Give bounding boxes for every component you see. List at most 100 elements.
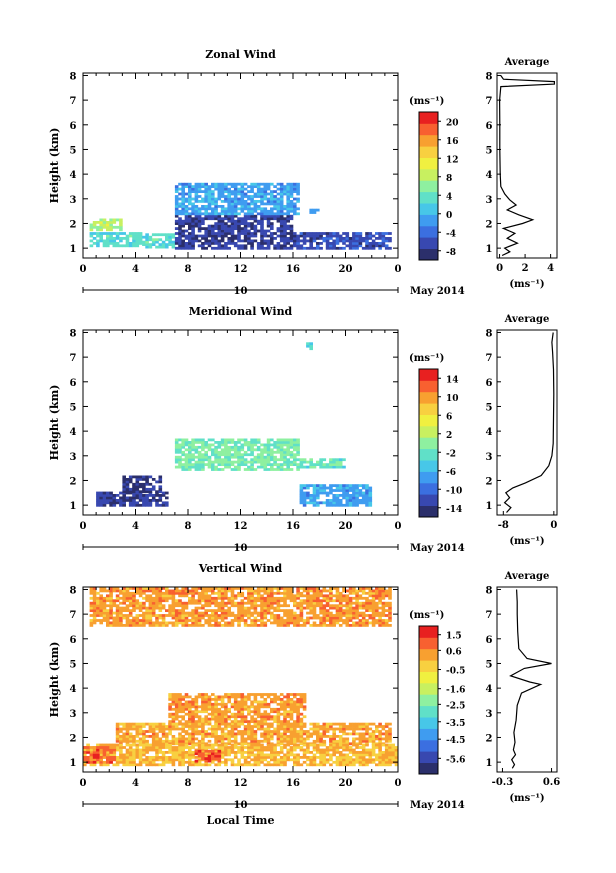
- heatmap-cell: [243, 202, 248, 206]
- heatmap-cell: [119, 611, 123, 615]
- heatmap-cell: [201, 720, 205, 723]
- heatmap-cell: [207, 205, 212, 208]
- heatmap-cell: [194, 207, 199, 211]
- heatmap-cell: [329, 246, 333, 250]
- colorbar-tick-label: 4: [446, 192, 452, 202]
- heatmap-cell: [348, 591, 353, 595]
- heatmap-cell: [286, 192, 290, 196]
- heatmap-cell: [233, 720, 238, 723]
- heatmap-cell: [168, 238, 172, 242]
- heatmap-cell: [250, 732, 254, 736]
- heatmap-cell: [227, 698, 231, 701]
- heatmap-cell: [128, 611, 133, 615]
- heatmap-cell: [135, 234, 140, 238]
- heatmap-cell: [253, 725, 258, 728]
- heatmap-cell: [365, 232, 369, 235]
- heatmap-cell: [279, 760, 284, 764]
- heatmap-cell: [240, 735, 245, 738]
- heatmap-cell: [191, 730, 195, 733]
- heatmap-cell: [352, 491, 356, 495]
- heatmap-cell: [338, 616, 343, 620]
- heatmap-cell: [148, 487, 153, 491]
- heatmap-cell: [388, 616, 392, 620]
- heatmap-cell: [289, 438, 294, 442]
- heatmap-cell: [174, 601, 179, 605]
- heatmap-cell: [220, 441, 225, 444]
- heatmap-cell: [378, 730, 382, 733]
- heatmap-cell: [204, 732, 208, 736]
- heatmap-cell: [270, 192, 274, 196]
- y-axis-label: Height (km): [48, 128, 61, 204]
- heatmap-cell: [368, 739, 373, 743]
- heatmap-cell: [194, 727, 199, 731]
- heatmap-cell: [361, 732, 366, 736]
- heatmap-cell: [128, 596, 133, 600]
- heatmap-cell: [299, 698, 304, 701]
- heatmap-cell: [217, 707, 222, 711]
- heatmap-cell: [89, 244, 94, 248]
- heatmap-cell: [220, 594, 225, 598]
- heatmap-cell: [247, 448, 251, 452]
- colorbar-swatch: [419, 505, 438, 518]
- heatmap-cell: [276, 606, 281, 610]
- heatmap-cell: [122, 494, 126, 497]
- heatmap-cell: [283, 619, 287, 622]
- heatmap-cell: [365, 491, 369, 495]
- heatmap-cell: [109, 591, 113, 595]
- heatmap-cell: [293, 702, 297, 706]
- heatmap-cell: [319, 458, 323, 462]
- heatmap-cell: [325, 503, 330, 507]
- heatmap-cell: [365, 621, 369, 625]
- heatmap-cell: [178, 237, 182, 240]
- heatmap-cell: [319, 743, 323, 747]
- heatmap-cell: [214, 735, 218, 738]
- heatmap-cell: [204, 229, 208, 233]
- colorbar-swatch: [419, 157, 438, 170]
- heatmap-cell: [345, 596, 350, 600]
- heatmap-cell: [224, 217, 228, 221]
- heatmap-cell: [191, 700, 195, 704]
- heatmap-cell: [296, 712, 300, 716]
- heatmap-cell: [279, 229, 284, 233]
- heatmap-cell: [286, 591, 290, 595]
- heatmap-cell: [197, 730, 202, 733]
- heatmap-cell: [125, 480, 130, 484]
- heatmap-cell: [299, 619, 304, 622]
- heatmap-cell: [171, 240, 176, 244]
- heatmap-cell: [250, 190, 254, 193]
- heatmap-cell: [296, 619, 300, 622]
- heatmap-cell: [220, 710, 225, 714]
- heatmap-cell: [237, 468, 241, 471]
- heatmap-cell: [151, 238, 156, 242]
- heatmap-cell: [296, 705, 300, 709]
- heatmap-cell: [286, 239, 290, 243]
- heatmap-cell: [207, 594, 212, 598]
- y-tick-label: 6: [70, 378, 77, 389]
- heatmap-cell: [352, 484, 356, 487]
- heatmap-cell: [227, 182, 231, 186]
- heatmap-cell: [151, 732, 156, 736]
- heatmap-cell: [230, 720, 235, 723]
- heatmap-cell: [188, 705, 192, 709]
- heatmap-cell: [174, 237, 179, 240]
- heatmap-cell: [361, 746, 366, 749]
- heatmap-cell: [312, 596, 317, 600]
- heatmap-cell: [332, 587, 336, 590]
- heatmap-cell: [279, 739, 284, 743]
- heatmap-cell: [266, 693, 271, 696]
- heatmap-cell: [168, 730, 172, 733]
- heatmap-cell: [335, 743, 340, 747]
- heatmap-cell: [233, 619, 238, 622]
- heatmap-cell: [178, 458, 182, 462]
- heatmap-cell: [122, 478, 126, 481]
- heatmap-cell: [302, 725, 307, 728]
- heatmap-cell: [286, 187, 290, 191]
- heatmap-cell: [204, 217, 208, 221]
- heatmap-cell: [263, 604, 268, 608]
- heatmap-cell: [217, 727, 222, 731]
- heatmap-cell: [338, 725, 343, 728]
- heatmap-cell: [302, 753, 307, 757]
- heatmap-cell: [207, 187, 212, 191]
- heatmap-cell: [230, 601, 235, 605]
